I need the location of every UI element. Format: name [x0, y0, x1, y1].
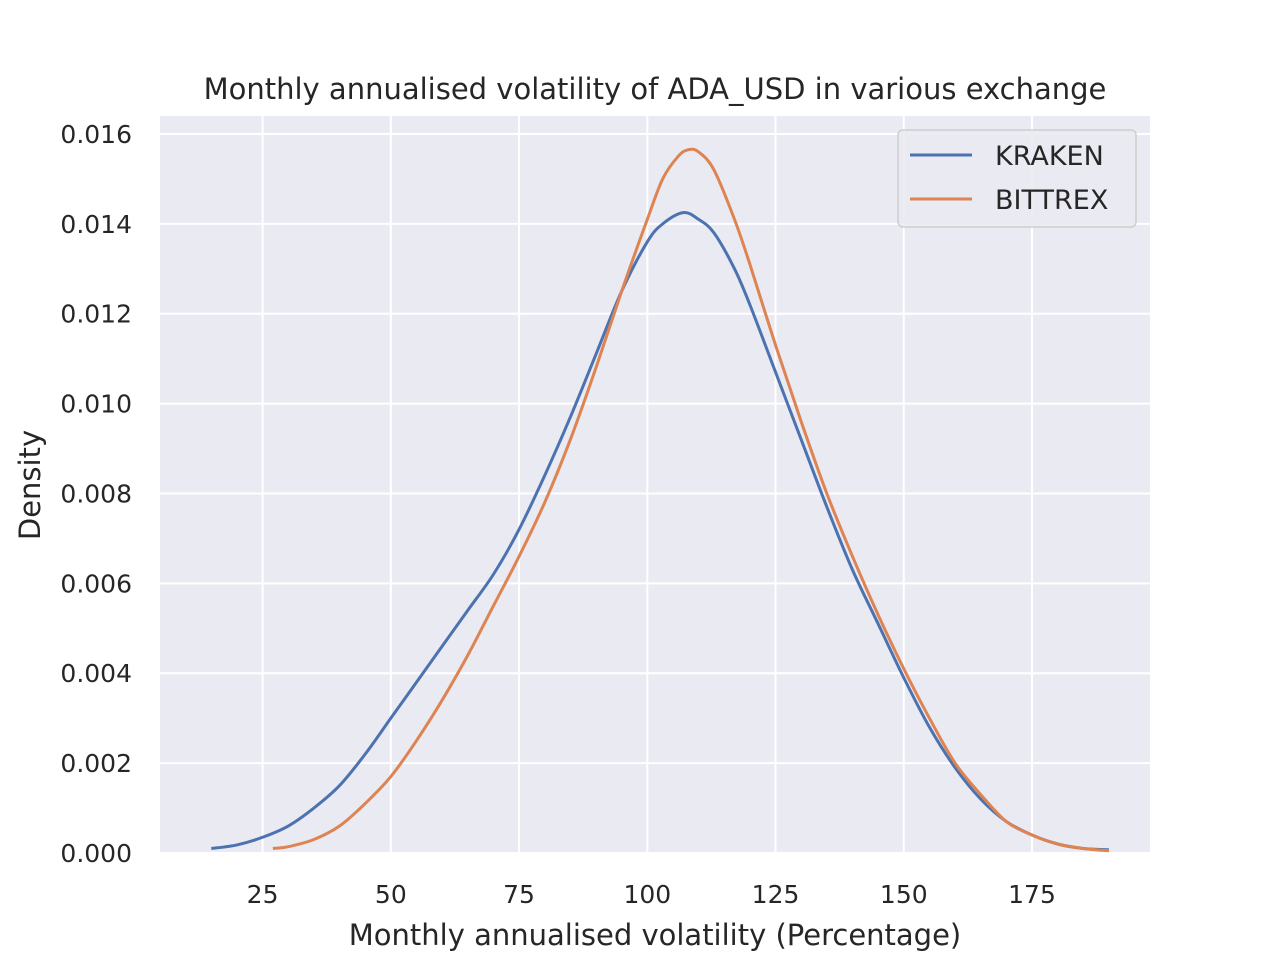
chart-title: Monthly annualised volatility of ADA_USD…: [204, 72, 1107, 106]
y-tick-label: 0.016: [60, 120, 132, 149]
plot-area: [160, 116, 1150, 853]
y-tick-label: 0.010: [60, 390, 132, 419]
x-axis-label: Monthly annualised volatility (Percentag…: [349, 918, 962, 952]
y-axis-ticks: 0.000 0.002 0.004 0.006 0.008 0.010 0.012 0.014…: [60, 120, 132, 868]
x-tick-label: 25: [247, 880, 279, 909]
grid: [160, 116, 1150, 854]
y-tick-label: 0.004: [60, 659, 132, 688]
legend: KRAKEN BITTREX: [897, 129, 1137, 228]
y-tick-label: 0.008: [60, 479, 132, 508]
legend-label-kraken: KRAKEN: [995, 141, 1104, 172]
y-axis-label: Density: [13, 430, 47, 540]
x-tick-label: 125: [752, 880, 800, 909]
x-tick-label: 150: [880, 880, 928, 909]
x-tick-label: 175: [1008, 880, 1056, 909]
series-layer: [211, 147, 1110, 853]
x-tick-label: 75: [503, 880, 535, 909]
y-tick-label: 0.014: [60, 210, 132, 239]
y-tick-label: 0.000: [60, 839, 132, 868]
series-line-bittrex: [272, 147, 1110, 853]
x-tick-label: 100: [623, 880, 671, 909]
y-tick-label: 0.002: [60, 749, 132, 778]
y-tick-label: 0.006: [60, 569, 132, 598]
x-axis-ticks: 25 50 75 100 125 150 175: [247, 880, 1056, 909]
y-tick-label: 0.012: [60, 300, 132, 329]
x-tick-label: 50: [375, 880, 407, 909]
series-line-kraken: [211, 211, 1110, 852]
legend-label-bittrex: BITTREX: [995, 185, 1108, 216]
